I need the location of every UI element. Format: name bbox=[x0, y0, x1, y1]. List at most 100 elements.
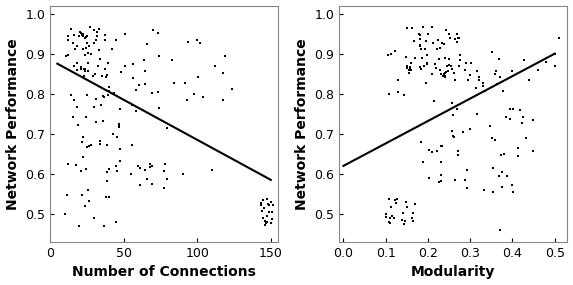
Point bbox=[384, 53, 393, 58]
Point bbox=[96, 57, 105, 61]
Point bbox=[85, 25, 95, 29]
Point bbox=[391, 48, 400, 53]
Point bbox=[386, 205, 395, 209]
Point bbox=[472, 86, 481, 91]
Point bbox=[92, 38, 101, 42]
Point bbox=[417, 140, 426, 144]
Point bbox=[480, 188, 489, 192]
Point bbox=[76, 65, 85, 70]
Point bbox=[141, 68, 150, 73]
Point bbox=[448, 129, 457, 134]
Point bbox=[218, 97, 227, 102]
Point bbox=[433, 148, 442, 153]
Point bbox=[465, 73, 474, 78]
Point bbox=[449, 135, 458, 139]
Point bbox=[440, 70, 449, 75]
Point bbox=[427, 71, 437, 76]
Point bbox=[95, 142, 104, 146]
Point bbox=[142, 176, 151, 181]
Point bbox=[438, 144, 447, 148]
Point bbox=[513, 154, 523, 159]
Point bbox=[423, 32, 432, 36]
Point bbox=[154, 54, 163, 58]
Point bbox=[438, 74, 448, 78]
Point bbox=[435, 68, 445, 72]
Point bbox=[112, 135, 121, 139]
Point bbox=[450, 178, 460, 182]
Point bbox=[76, 30, 85, 34]
Point bbox=[221, 54, 230, 58]
Point bbox=[257, 203, 266, 208]
Point bbox=[81, 35, 91, 39]
Point bbox=[62, 193, 72, 198]
Y-axis label: Network Performance: Network Performance bbox=[6, 38, 19, 210]
Point bbox=[145, 161, 154, 166]
Point bbox=[131, 109, 140, 113]
Point bbox=[80, 36, 89, 40]
Point bbox=[195, 40, 205, 45]
Point bbox=[263, 201, 272, 206]
Point bbox=[84, 44, 93, 48]
Point bbox=[450, 78, 460, 82]
Point bbox=[79, 31, 88, 36]
Point bbox=[63, 53, 72, 58]
Point bbox=[555, 35, 564, 40]
Point bbox=[421, 39, 430, 44]
Point bbox=[462, 185, 472, 190]
Point bbox=[80, 73, 89, 78]
Point bbox=[210, 64, 219, 68]
Point bbox=[139, 58, 148, 62]
Point bbox=[402, 199, 411, 204]
Point bbox=[89, 105, 99, 110]
Point bbox=[509, 107, 518, 112]
Point bbox=[508, 190, 517, 195]
Point bbox=[192, 37, 201, 42]
Point bbox=[415, 33, 425, 37]
Point bbox=[422, 52, 431, 57]
Point bbox=[72, 68, 81, 72]
Point bbox=[508, 183, 517, 188]
Point bbox=[81, 68, 90, 73]
Point bbox=[441, 56, 450, 60]
Point bbox=[427, 25, 436, 30]
Point bbox=[453, 107, 462, 111]
Point bbox=[508, 68, 517, 73]
Point bbox=[83, 61, 92, 65]
Point bbox=[80, 52, 89, 57]
Point bbox=[77, 67, 86, 71]
Point bbox=[190, 91, 199, 96]
Point bbox=[404, 71, 413, 75]
Point bbox=[450, 36, 460, 41]
Point bbox=[411, 56, 420, 61]
Point bbox=[76, 168, 85, 173]
Point bbox=[441, 28, 450, 32]
Point bbox=[135, 183, 144, 188]
Point bbox=[89, 28, 99, 32]
Point bbox=[541, 59, 551, 64]
Point bbox=[445, 36, 454, 40]
Point bbox=[109, 131, 118, 136]
Point bbox=[262, 219, 272, 224]
Point bbox=[409, 210, 418, 215]
Point bbox=[66, 93, 76, 97]
Point bbox=[420, 64, 429, 68]
Point bbox=[393, 197, 402, 201]
Point bbox=[69, 98, 79, 103]
Point bbox=[257, 208, 266, 213]
Point bbox=[265, 210, 274, 214]
Point bbox=[513, 146, 522, 151]
Point bbox=[499, 152, 508, 156]
Point bbox=[496, 74, 505, 79]
Point bbox=[434, 180, 444, 184]
Point bbox=[104, 167, 113, 172]
Point bbox=[448, 113, 457, 117]
Point bbox=[77, 33, 86, 38]
Point bbox=[99, 93, 108, 98]
Point bbox=[410, 201, 419, 206]
Point bbox=[423, 61, 432, 66]
Point bbox=[134, 164, 143, 168]
Point bbox=[100, 32, 109, 37]
Point bbox=[75, 224, 84, 228]
Point bbox=[262, 197, 272, 201]
Point bbox=[414, 31, 423, 36]
